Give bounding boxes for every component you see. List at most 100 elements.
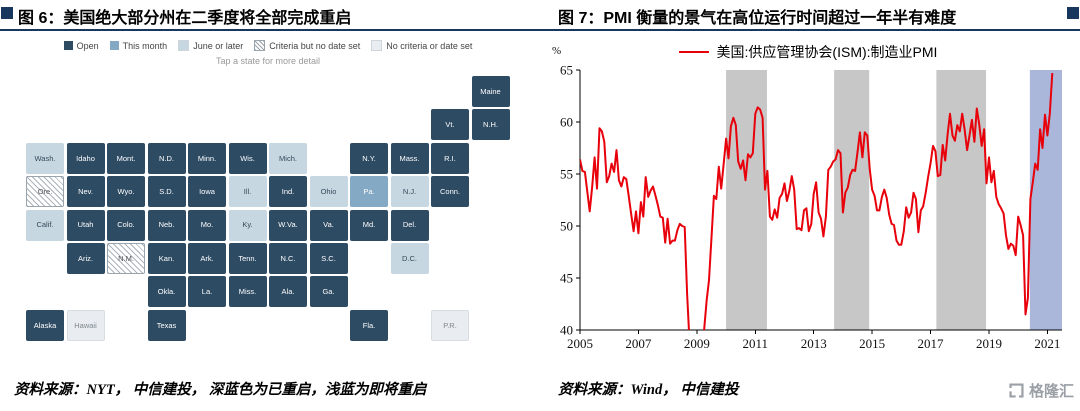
state-label: Ala. (281, 287, 295, 297)
y-axis-unit: % (552, 45, 562, 57)
state-UT[interactable]: Utah (66, 209, 105, 241)
map-legend-item-criteria: Criteria but no date set (254, 40, 360, 51)
state-CT[interactable]: Conn. (431, 176, 469, 208)
state-IL[interactable]: Ill. (228, 176, 267, 208)
chart-legend: 美国:供应管理协会(ISM):制造业PMI (548, 42, 1068, 62)
state-label: Md. (362, 220, 376, 230)
state-label: Ore. (37, 186, 53, 196)
state-MS[interactable]: Miss. (228, 276, 267, 308)
x-tick-label: 2017 (918, 336, 945, 351)
state-AL[interactable]: Ala. (269, 276, 307, 308)
state-AR[interactable]: Ark. (188, 243, 226, 274)
state-label: Ariz. (78, 253, 93, 263)
state-NV[interactable]: Nev. (66, 176, 105, 208)
state-label: Minn. (197, 153, 217, 163)
state-TX[interactable]: Texas (147, 309, 186, 341)
state-label: Okla. (157, 287, 176, 297)
state-KY[interactable]: Ky. (228, 209, 267, 241)
state-MO[interactable]: Mo. (188, 209, 226, 241)
y-tick-label: 40 (560, 323, 573, 338)
state-LA[interactable]: La. (188, 276, 226, 308)
state-WA[interactable]: Wash. (26, 142, 64, 174)
state-label: Wyo. (117, 186, 135, 196)
map-legend-label: June or later (193, 40, 244, 51)
header-divider (0, 29, 1080, 31)
state-GA[interactable]: Ga. (309, 276, 348, 308)
state-RI[interactable]: R.I. (431, 142, 469, 174)
state-NY[interactable]: N.Y. (350, 142, 388, 174)
gelonghui-logo: 格隆汇 (1008, 380, 1074, 401)
legend-swatch-none (371, 40, 383, 51)
state-NH[interactable]: N.H. (471, 109, 510, 141)
state-label: Conn. (439, 186, 460, 196)
state-WI[interactable]: Wis. (228, 142, 267, 174)
state-MT[interactable]: Mont. (107, 142, 145, 174)
state-VA[interactable]: Va. (309, 209, 348, 241)
state-MD[interactable]: Md. (350, 209, 388, 241)
state-label: S.D. (159, 186, 174, 196)
state-ID[interactable]: Idaho (66, 142, 105, 174)
title-marker-right (1067, 7, 1079, 19)
state-CO[interactable]: Colo. (107, 209, 145, 241)
x-tick-label: 2013 (801, 336, 827, 351)
state-label: Texas (156, 320, 177, 330)
state-label: Mont. (116, 153, 136, 163)
x-tick-label: 2009 (684, 336, 710, 351)
state-NJ[interactable]: N.J. (390, 176, 429, 208)
state-AZ[interactable]: Ariz. (66, 243, 105, 274)
state-DE[interactable]: Del. (390, 209, 429, 241)
state-WV[interactable]: W.Va. (269, 209, 307, 241)
state-label: Mo. (200, 220, 214, 230)
state-label: Vt. (445, 120, 455, 130)
state-label: Pa. (363, 186, 375, 196)
state-NC[interactable]: N.C. (269, 243, 307, 274)
state-AK[interactable]: Alaska (26, 309, 64, 341)
state-label: W.Va. (278, 220, 298, 230)
state-label: R.I. (444, 153, 456, 163)
state-label: Ark. (200, 253, 214, 263)
state-WY[interactable]: Wyo. (107, 176, 145, 208)
state-ND[interactable]: N.D. (147, 142, 186, 174)
state-TN[interactable]: Tenn. (228, 243, 267, 274)
state-HI[interactable]: Hawaii (66, 309, 105, 341)
legend-swatch-june_or_later (178, 40, 190, 51)
state-label: Colo. (117, 220, 135, 230)
state-label: Ind. (281, 186, 295, 196)
state-PA[interactable]: Pa. (350, 176, 388, 208)
state-IN[interactable]: Ind. (269, 176, 307, 208)
figure7-title: 图 7：PMI 衡量的景气在高位运行时间超过一年半有难度 (558, 10, 957, 27)
state-SD[interactable]: S.D. (147, 176, 186, 208)
state-label: N.Y. (362, 153, 376, 163)
state-NE[interactable]: Neb. (147, 209, 186, 241)
shaded-band (1029, 70, 1062, 330)
state-KS[interactable]: Kan. (147, 243, 186, 274)
state-CA[interactable]: Calif. (26, 209, 64, 241)
state-OR[interactable]: Ore. (26, 176, 64, 208)
state-DC[interactable]: D.C. (390, 243, 429, 274)
state-label: Nev. (78, 186, 93, 196)
state-FL[interactable]: Fla. (350, 309, 388, 341)
state-NM[interactable]: N.M. (107, 243, 145, 274)
state-MI[interactable]: Mich. (269, 142, 307, 174)
state-VT[interactable]: Vt. (431, 109, 469, 141)
state-label: Utah (77, 220, 94, 230)
state-label: Ohio (320, 186, 337, 196)
state-label: Fla. (362, 320, 376, 330)
map-hint: Tap a state for more detail (215, 56, 321, 66)
state-OH[interactable]: Ohio (309, 176, 348, 208)
state-SC[interactable]: S.C. (309, 243, 348, 274)
map-legend-label: No criteria or date set (386, 40, 473, 51)
state-PR[interactable]: P.R. (431, 309, 469, 341)
state-OK[interactable]: Okla. (147, 276, 186, 308)
state-label: Calif. (36, 220, 54, 230)
x-tick-label: 2005 (567, 336, 593, 351)
state-MN[interactable]: Minn. (188, 142, 226, 174)
state-ME[interactable]: Maine (471, 76, 510, 107)
state-MA[interactable]: Mass. (390, 142, 429, 174)
x-tick-label: 2021 (1034, 336, 1060, 351)
y-tick-label: 65 (560, 63, 573, 78)
state-label: Va. (323, 220, 334, 230)
state-IA[interactable]: Iowa (188, 176, 226, 208)
source-note-left: 资料来源：NYT， 中信建投， 深蓝色为已重启，浅蓝为即将重启 (14, 382, 427, 398)
chart-legend-line (678, 51, 709, 53)
